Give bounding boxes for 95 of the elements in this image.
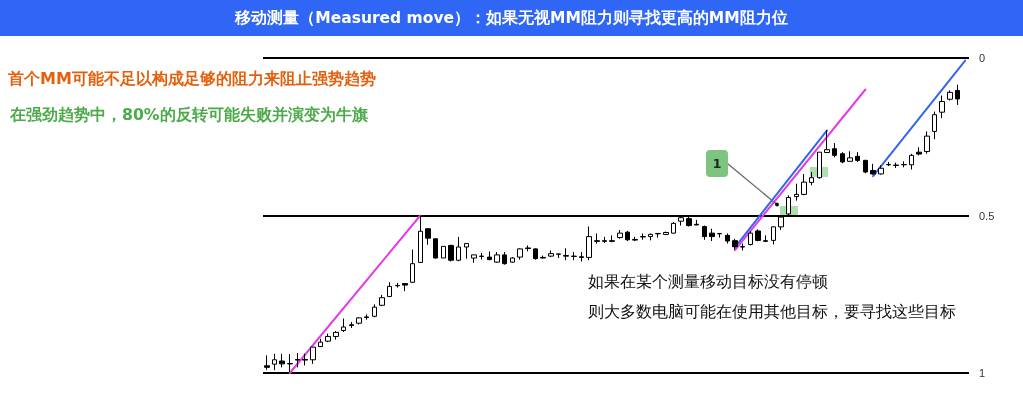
candlestick: [640, 232, 646, 241]
candlestick: [540, 255, 546, 260]
candlestick: [563, 247, 569, 261]
annotation: 如果在某个测量移动目标没有停顿: [588, 273, 828, 292]
candlestick: [494, 251, 500, 264]
candlestick: [694, 219, 699, 226]
candlestick: [556, 253, 561, 259]
candlestick: [395, 282, 400, 289]
candlestick: [878, 164, 884, 176]
candlestick: [479, 252, 484, 261]
candlestick: [840, 151, 845, 164]
candlestick: [824, 129, 830, 154]
candlestick: [732, 238, 738, 251]
chart-title: 移动测量（Measured move）：如果无视MM阻力则寻找更高的MM阻力位: [235, 7, 788, 29]
candlestick: [916, 146, 922, 156]
annotation: 1: [706, 150, 728, 177]
candlestick: [632, 236, 638, 242]
y-tick-label: 0: [979, 52, 986, 64]
candlestick: [264, 354, 270, 371]
candlestick: [617, 229, 623, 240]
candlestick: [448, 244, 454, 262]
candlestick: [602, 236, 607, 244]
candlestick: [755, 228, 761, 242]
candlestick: [548, 249, 554, 258]
candlestick: [763, 234, 768, 243]
candlestick: [717, 232, 722, 239]
candlestick: [939, 94, 945, 119]
candlestick: [364, 313, 369, 321]
candlestick: [525, 244, 531, 252]
candlestick: [410, 249, 415, 284]
candlestick: [648, 232, 653, 241]
candlestick: [893, 162, 899, 169]
candlestick: [932, 111, 937, 140]
candlestick: [387, 281, 392, 298]
candlestick: [325, 333, 331, 343]
candlestick: [464, 243, 469, 260]
candlestick: [372, 303, 377, 318]
candlestick: [310, 346, 316, 365]
candlestick: [295, 352, 300, 368]
candlestick: [533, 247, 538, 261]
candlestick: [771, 226, 776, 245]
candlestick: [341, 318, 346, 333]
candlestick: [702, 225, 707, 241]
candlestick: [832, 142, 837, 158]
candlestick: [502, 251, 507, 266]
candlestick: [349, 321, 354, 329]
candlestick: [901, 160, 907, 168]
candlestick: [609, 234, 615, 243]
candlestick: [487, 250, 492, 261]
candlestick: [625, 230, 630, 242]
candlestick: [655, 232, 661, 239]
candlestick: [924, 130, 930, 155]
candlestick: [817, 151, 822, 180]
candlestick: [909, 153, 914, 171]
candlestick: [663, 231, 669, 236]
candlestick: [740, 243, 745, 251]
candlestick: [794, 183, 799, 202]
candlestick: [287, 353, 293, 373]
candlestick: [725, 232, 730, 245]
candlestick: [748, 230, 753, 246]
candlestick: [433, 238, 438, 260]
candlestick: [379, 294, 385, 307]
candlestick: [571, 251, 577, 261]
annotation: 首个MM可能不足以构成足够的阻力来阻止强势趋势: [8, 69, 376, 89]
annotation: 在强劲趋势中，80%的反转可能失败并演变为牛旗: [10, 105, 368, 125]
candlestick: [709, 228, 715, 242]
candlestick: [471, 254, 477, 264]
candlestick: [594, 232, 600, 245]
candlestick: [801, 173, 807, 196]
candlestick: [333, 330, 339, 341]
candlestick: [302, 353, 308, 366]
candlestick: [441, 245, 446, 259]
candlestick: [402, 282, 408, 292]
candlestick: [863, 159, 868, 174]
candlestick: [870, 163, 876, 176]
candlestick: [517, 247, 523, 261]
y-tick-label: 1: [979, 367, 986, 379]
y-tick-label: 0.5: [979, 209, 995, 222]
candlestick: [847, 150, 853, 163]
candlestick: [586, 226, 592, 261]
candlestick: [947, 89, 953, 102]
candlestick: [356, 316, 362, 325]
annotation: 则大多数电脑可能在使用其他目标，要寻找这些目标: [588, 303, 956, 322]
candlestick: [510, 256, 515, 264]
candlestick: [955, 84, 960, 106]
candlestick: [886, 161, 891, 167]
candlestick: [272, 353, 277, 371]
candlestick: [425, 227, 431, 246]
candlestick: [279, 353, 285, 368]
candlestick: [579, 251, 584, 262]
candlestick: [671, 221, 676, 234]
candlestick: [318, 338, 323, 348]
candlestick: [809, 171, 814, 186]
candlestick: [456, 236, 461, 262]
candlestick: [855, 151, 860, 163]
